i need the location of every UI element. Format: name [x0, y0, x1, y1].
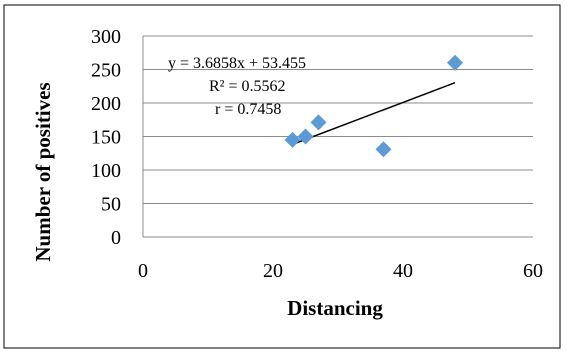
x-tick-label-60: 60 — [523, 260, 543, 282]
x-tick-label-20: 20 — [263, 260, 283, 282]
axes — [142, 36, 533, 238]
y-axis-title: Number of positives — [31, 82, 55, 261]
y-tick-label-100: 100 — [91, 160, 121, 182]
y-tick-label-150: 150 — [91, 127, 121, 149]
correlation-label: r = 0.7458 — [215, 101, 281, 118]
x-tick-label-0: 0 — [138, 260, 148, 282]
data-point-5 — [447, 54, 463, 71]
y-tick-label-200: 200 — [91, 93, 121, 115]
x-tick-labels: 0 20 40 60 — [138, 260, 543, 282]
y-tick-label-50: 50 — [101, 194, 121, 216]
y-tick-label-250: 250 — [91, 60, 121, 82]
y-tick-label-0: 0 — [111, 227, 121, 249]
data-point-4 — [375, 141, 392, 158]
y-tick-labels: 0 50 100 150 200 250 300 — [91, 26, 121, 249]
trendline-group — [292, 81, 456, 146]
trendline-equation: y = 3.6858x + 53.455 — [168, 55, 306, 72]
data-point-3 — [310, 114, 327, 131]
data-point-1 — [284, 131, 301, 148]
grid-lines — [143, 35, 533, 204]
x-axis-title: Distancing — [287, 296, 383, 320]
y-tick-label-300: 300 — [91, 26, 121, 48]
data-point-2 — [297, 128, 314, 145]
r-squared-label: R² = 0.5562 — [209, 78, 286, 95]
chart-frame — [3, 4, 561, 349]
trendline — [292, 81, 456, 146]
x-tick-label-40: 40 — [393, 260, 413, 282]
data-points — [284, 54, 463, 158]
